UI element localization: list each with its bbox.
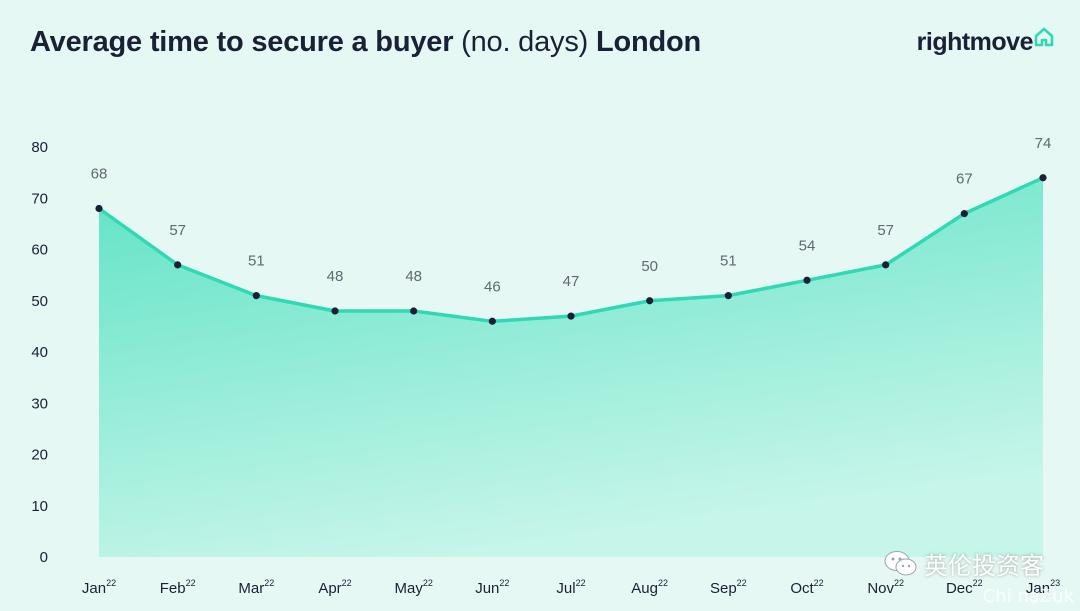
x-tick-label: May22 bbox=[394, 578, 432, 597]
title-region: London bbox=[595, 26, 702, 58]
data-point bbox=[567, 312, 575, 320]
y-tick-label: 20 bbox=[31, 447, 48, 464]
data-point bbox=[410, 307, 418, 315]
data-point bbox=[1039, 174, 1047, 182]
data-label: 57 bbox=[169, 222, 186, 239]
x-tick-label: Mar22 bbox=[238, 578, 274, 597]
data-label: 68 bbox=[91, 166, 108, 183]
data-points bbox=[95, 174, 1047, 325]
y-tick-label: 0 bbox=[40, 549, 48, 566]
x-tick-label: Jun22 bbox=[475, 578, 509, 597]
house-outline-icon bbox=[1034, 27, 1054, 47]
data-point bbox=[803, 276, 811, 284]
x-tick-label: Apr22 bbox=[318, 578, 351, 597]
wechat-icon bbox=[884, 550, 917, 575]
data-label: 57 bbox=[877, 222, 894, 239]
data-point bbox=[882, 261, 890, 269]
x-tick-label: Aug22 bbox=[631, 578, 668, 597]
y-tick-label: 50 bbox=[31, 293, 48, 310]
data-label: 51 bbox=[248, 253, 265, 270]
data-label: 74 bbox=[1035, 135, 1052, 152]
y-tick-label: 40 bbox=[31, 344, 48, 361]
data-label: 48 bbox=[405, 268, 422, 285]
y-tick-label: 10 bbox=[31, 498, 48, 515]
data-point bbox=[646, 297, 654, 305]
title-unit: (no. days) bbox=[461, 26, 589, 58]
data-label: 46 bbox=[484, 278, 501, 295]
data-point bbox=[95, 204, 103, 213]
watermark: 英伦投资客 bbox=[884, 546, 1044, 581]
rightmove-logo: rightmove bbox=[916, 27, 1054, 57]
x-tick-label: Sep22 bbox=[710, 578, 747, 597]
watermark-subtext: Chi naZuk bbox=[982, 586, 1074, 607]
data-label: 47 bbox=[563, 273, 580, 290]
x-tick-label: Feb22 bbox=[160, 578, 196, 597]
logo-text: rightmove bbox=[916, 28, 1034, 56]
data-label: 54 bbox=[799, 237, 816, 254]
x-tick-label: Jul22 bbox=[556, 578, 585, 597]
y-axis: 0 10 20 30 40 50 60 70 80 bbox=[31, 139, 48, 566]
data-point bbox=[252, 292, 260, 300]
data-label: 51 bbox=[720, 253, 737, 270]
x-tick-label: Jan23 bbox=[1026, 578, 1060, 597]
data-point bbox=[174, 261, 182, 269]
x-axis: Jan22 Feb22 Mar22 Apr22 May22 Jun22 Jul22 Aug22… bbox=[82, 578, 1060, 597]
data-point bbox=[724, 292, 732, 300]
data-label: 50 bbox=[641, 258, 658, 275]
data-label: 67 bbox=[956, 171, 973, 188]
data-point bbox=[960, 210, 968, 218]
data-point bbox=[488, 317, 496, 325]
y-tick-label: 70 bbox=[31, 190, 48, 207]
data-labels: 68 57 51 48 48 46 47 50 51 54 57 67 74 bbox=[91, 135, 1052, 296]
y-tick-label: 60 bbox=[31, 242, 48, 259]
data-point bbox=[331, 307, 339, 315]
y-tick-label: 30 bbox=[31, 395, 48, 412]
data-label: 48 bbox=[327, 268, 344, 285]
page-title: Average time to secure a buyer (no. days… bbox=[30, 26, 701, 59]
title-bold: Average time to secure a buyer bbox=[30, 26, 454, 58]
chart-area-fill bbox=[99, 177, 1043, 558]
x-tick-label: Nov22 bbox=[867, 578, 904, 597]
watermark-text: 英伦投资客 bbox=[924, 553, 1044, 580]
x-tick-label: Dec22 bbox=[946, 578, 983, 597]
x-tick-label: Oct22 bbox=[790, 578, 823, 597]
y-tick-label: 80 bbox=[31, 139, 48, 156]
x-tick-label: Jan22 bbox=[82, 578, 116, 597]
